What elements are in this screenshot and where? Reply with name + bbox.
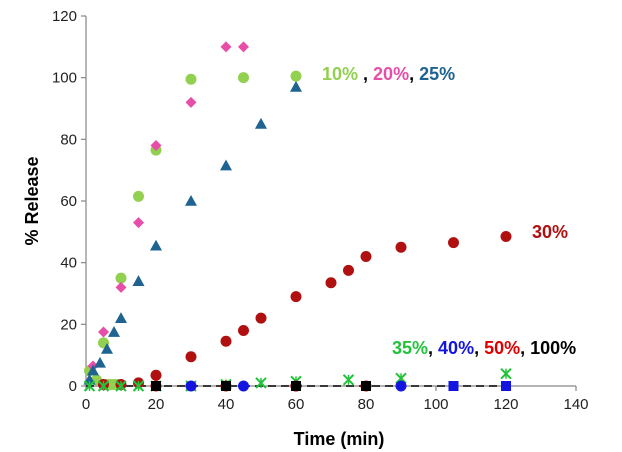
series-annotation: 30% bbox=[532, 222, 568, 242]
data-point-s30 bbox=[500, 230, 512, 242]
data-point-s25 bbox=[290, 80, 302, 92]
data-point-s25 bbox=[87, 364, 99, 376]
data-point-s40 bbox=[395, 380, 407, 392]
data-point-s30 bbox=[343, 264, 354, 276]
data-point-s30 bbox=[150, 369, 162, 381]
x-tick-label: 100 bbox=[423, 396, 448, 413]
series-annotation: 10% , 20%, 25% bbox=[322, 64, 455, 84]
x-tick-label: 140 bbox=[563, 396, 588, 413]
data-point-s20 bbox=[115, 281, 127, 293]
data-point-s30 bbox=[220, 335, 232, 347]
data-point-s25 bbox=[101, 343, 113, 354]
data-point-s20 bbox=[220, 41, 232, 53]
data-point-extra bbox=[448, 381, 459, 391]
data-point-s10 bbox=[238, 72, 249, 84]
annotation-part: 50% bbox=[484, 338, 520, 358]
data-point-extra bbox=[501, 381, 511, 391]
annotation-part: 40% bbox=[438, 338, 474, 358]
data-point-s30 bbox=[238, 325, 249, 336]
annotation-part: , bbox=[428, 338, 438, 358]
y-tick-label: 40 bbox=[60, 255, 77, 272]
data-point-s30 bbox=[360, 251, 372, 262]
y-tick-label: 0 bbox=[69, 378, 77, 395]
annotation-part: , bbox=[358, 64, 373, 84]
data-point-s35 bbox=[500, 367, 512, 380]
data-point-s20 bbox=[185, 96, 197, 108]
data-point-s10 bbox=[133, 190, 144, 202]
data-point-s30 bbox=[325, 277, 337, 289]
annotation-part: , bbox=[520, 338, 530, 358]
annotation-part: , bbox=[409, 64, 419, 84]
x-axis-title: Time (min) bbox=[294, 429, 385, 449]
data-point-s35 bbox=[97, 380, 110, 392]
data-point-s25 bbox=[94, 356, 106, 368]
data-point-s20 bbox=[150, 140, 162, 151]
data-point-s30 bbox=[185, 351, 197, 363]
data-point-s100 bbox=[291, 381, 301, 391]
data-point-s30 bbox=[395, 241, 407, 253]
y-tick-label: 60 bbox=[60, 193, 77, 210]
annotation-part: , bbox=[474, 338, 484, 358]
data-point-s25 bbox=[132, 275, 145, 286]
data-point-s40 bbox=[238, 380, 249, 392]
plot-area bbox=[83, 41, 512, 392]
data-point-s25 bbox=[255, 117, 267, 129]
y-axis-title: % Release bbox=[22, 156, 42, 245]
data-point-s25 bbox=[185, 195, 197, 206]
annotation-part: 35% bbox=[392, 338, 428, 358]
data-point-s30 bbox=[290, 291, 302, 303]
data-point-s100 bbox=[221, 381, 231, 391]
x-tick-label: 20 bbox=[148, 396, 165, 413]
y-tick-label: 100 bbox=[52, 70, 77, 87]
y-tick-label: 120 bbox=[52, 8, 77, 25]
annotation-part: 20% bbox=[373, 64, 409, 84]
x-tick-label: 40 bbox=[218, 396, 235, 413]
y-tick-label: 80 bbox=[60, 131, 77, 148]
data-point-s35 bbox=[115, 380, 127, 392]
annotation-part: 30% bbox=[532, 222, 568, 242]
data-point-s10 bbox=[185, 73, 197, 85]
data-point-s100 bbox=[361, 381, 371, 391]
data-point-s35 bbox=[255, 377, 267, 389]
data-point-s35 bbox=[83, 380, 96, 392]
data-point-s20 bbox=[238, 41, 249, 53]
data-point-s25 bbox=[150, 239, 162, 251]
data-point-s25 bbox=[220, 159, 232, 171]
data-point-s30 bbox=[448, 237, 459, 249]
data-point-s35 bbox=[132, 380, 145, 392]
data-point-s25 bbox=[108, 326, 120, 337]
data-point-s20 bbox=[133, 217, 144, 229]
data-point-s30 bbox=[255, 312, 267, 324]
tick-labels: 0 20 40 60 80 100 120 0 20 40 60 80 100 120 140 bbox=[52, 8, 589, 413]
data-point-s25 bbox=[115, 312, 127, 323]
y-tick-label: 20 bbox=[60, 316, 77, 333]
data-point-s10 bbox=[115, 272, 127, 284]
x-tick-label: 80 bbox=[358, 396, 375, 413]
data-point-s100 bbox=[151, 381, 161, 391]
data-point-s35 bbox=[342, 374, 355, 386]
annotation-part: 25% bbox=[419, 64, 455, 84]
data-point-s20 bbox=[98, 326, 109, 338]
annotation-part: 10% bbox=[322, 64, 358, 84]
annotation-part: 100% bbox=[530, 338, 576, 358]
annotations: 10% , 20%, 25% 30% 35%, 40%, 50%, 100% bbox=[322, 64, 576, 358]
series-annotation: 35%, 40%, 50%, 100% bbox=[392, 338, 576, 358]
data-point-s10 bbox=[290, 70, 302, 82]
x-tick-label: 120 bbox=[493, 396, 518, 413]
x-tick-label: 0 bbox=[82, 396, 90, 413]
x-tick-label: 60 bbox=[288, 396, 305, 413]
data-point-s40 bbox=[185, 380, 197, 392]
